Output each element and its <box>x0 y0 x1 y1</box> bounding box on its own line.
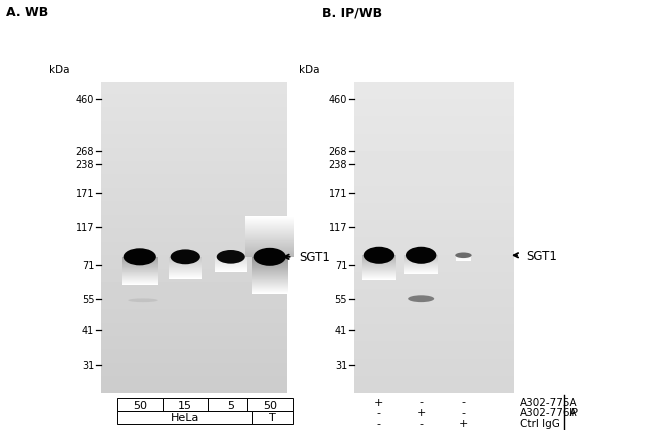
Text: 5: 5 <box>227 399 234 410</box>
Text: 268: 268 <box>76 147 94 157</box>
Text: 171: 171 <box>329 189 347 199</box>
Text: A302-776A: A302-776A <box>520 407 578 418</box>
Text: -: - <box>377 407 381 418</box>
Text: -: - <box>462 407 465 418</box>
Text: 117: 117 <box>76 223 94 233</box>
Text: 41: 41 <box>335 325 347 335</box>
Text: 15: 15 <box>178 399 192 410</box>
Ellipse shape <box>364 247 394 264</box>
Text: 460: 460 <box>329 94 347 104</box>
Text: 171: 171 <box>76 189 94 199</box>
Text: +: + <box>417 407 426 418</box>
Bar <box>117 411 252 424</box>
Text: -: - <box>419 396 423 407</box>
Text: 50: 50 <box>133 399 147 410</box>
Text: 117: 117 <box>329 223 347 233</box>
Text: 55: 55 <box>335 294 347 304</box>
Text: 50: 50 <box>263 399 277 410</box>
Text: kDa: kDa <box>299 65 320 75</box>
Ellipse shape <box>455 253 472 258</box>
Text: 268: 268 <box>329 147 347 157</box>
Bar <box>252 411 292 424</box>
Text: 238: 238 <box>329 160 347 169</box>
Text: Ctrl IgG: Ctrl IgG <box>520 418 560 428</box>
Ellipse shape <box>124 249 156 266</box>
Text: 238: 238 <box>76 160 94 169</box>
Text: 31: 31 <box>335 361 347 371</box>
Bar <box>117 398 162 412</box>
Text: HeLa: HeLa <box>170 412 199 422</box>
Text: IP: IP <box>569 407 578 418</box>
Ellipse shape <box>129 299 157 302</box>
Text: A302-775A: A302-775A <box>520 396 578 407</box>
Text: 55: 55 <box>82 294 94 304</box>
Text: 31: 31 <box>82 361 94 371</box>
Bar <box>247 398 292 412</box>
Ellipse shape <box>216 250 245 264</box>
Ellipse shape <box>254 248 286 266</box>
Text: 71: 71 <box>82 260 94 270</box>
Text: +: + <box>459 418 468 428</box>
Text: SGT1: SGT1 <box>526 249 558 262</box>
Text: SGT1: SGT1 <box>299 251 330 264</box>
Text: A. WB: A. WB <box>6 6 49 19</box>
Ellipse shape <box>408 295 434 302</box>
Ellipse shape <box>170 250 200 264</box>
Text: T: T <box>269 412 276 422</box>
Text: -: - <box>419 418 423 428</box>
Text: 71: 71 <box>335 260 347 270</box>
Text: -: - <box>462 396 465 407</box>
Text: 460: 460 <box>76 94 94 104</box>
Bar <box>162 398 208 412</box>
Text: B. IP/WB: B. IP/WB <box>322 6 382 19</box>
Text: +: + <box>374 396 384 407</box>
Ellipse shape <box>406 247 436 264</box>
Text: kDa: kDa <box>49 65 70 75</box>
Bar <box>208 398 254 412</box>
Text: 41: 41 <box>82 325 94 335</box>
Text: -: - <box>377 418 381 428</box>
